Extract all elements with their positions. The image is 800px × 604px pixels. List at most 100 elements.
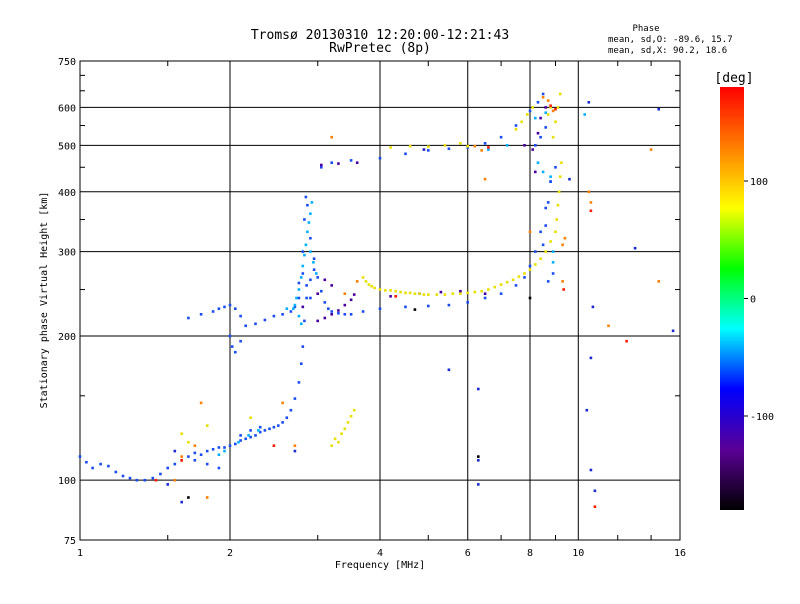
data-point xyxy=(239,434,242,437)
data-point xyxy=(671,329,675,333)
data-point xyxy=(551,272,555,275)
data-point xyxy=(399,290,402,294)
data-point xyxy=(361,276,365,279)
data-point xyxy=(523,272,526,275)
data-point xyxy=(180,432,183,435)
data-point xyxy=(281,313,284,316)
data-point xyxy=(281,401,284,405)
data-point xyxy=(327,307,330,310)
y-tick-label: 100 xyxy=(58,476,76,487)
data-point xyxy=(587,101,591,104)
y-tick-label: 75 xyxy=(64,536,76,547)
y-tick-label: 600 xyxy=(58,103,76,114)
data-point xyxy=(323,316,327,320)
data-point xyxy=(534,116,537,120)
data-point xyxy=(349,159,353,162)
data-point xyxy=(427,293,430,296)
data-point xyxy=(239,314,242,318)
data-point xyxy=(439,290,443,294)
data-point xyxy=(546,113,550,116)
data-point xyxy=(316,292,319,295)
data-point xyxy=(312,257,316,260)
data-point xyxy=(205,462,209,466)
data-point xyxy=(340,432,343,435)
data-point xyxy=(323,278,327,282)
data-point xyxy=(297,281,301,285)
data-point xyxy=(477,459,480,462)
data-point xyxy=(257,429,260,432)
data-point xyxy=(143,478,147,482)
data-point xyxy=(223,305,226,309)
data-point xyxy=(435,293,439,296)
data-point xyxy=(228,334,232,338)
data-point xyxy=(526,113,529,116)
data-point xyxy=(480,289,483,293)
data-point xyxy=(205,449,209,453)
data-point xyxy=(343,303,347,307)
data-point xyxy=(528,268,532,271)
data-point xyxy=(330,161,333,164)
data-point xyxy=(272,314,276,318)
data-point xyxy=(378,288,382,291)
data-point xyxy=(330,313,333,316)
data-point xyxy=(234,307,237,310)
data-point xyxy=(536,101,540,104)
data-point xyxy=(304,195,308,199)
y-tick-label: 200 xyxy=(58,332,76,343)
data-point xyxy=(473,290,477,294)
data-point xyxy=(560,161,563,164)
data-point xyxy=(223,446,226,449)
data-point xyxy=(293,305,297,309)
data-point xyxy=(587,190,591,194)
data-point xyxy=(316,276,319,279)
data-point xyxy=(539,257,542,260)
plot-area: 1 2 4 6 8 10 16 75 100 200 300 400 500 600 750 xyxy=(58,57,686,559)
data-point xyxy=(534,170,537,174)
data-point xyxy=(187,316,190,320)
data-point xyxy=(408,144,412,148)
data-point xyxy=(254,322,257,326)
data-point xyxy=(301,250,305,253)
data-point xyxy=(585,408,589,412)
data-point xyxy=(534,263,537,266)
data-point xyxy=(244,324,247,328)
data-point xyxy=(91,466,94,470)
data-point xyxy=(135,478,139,482)
data-point xyxy=(370,284,373,288)
colorbar-tick-label: -100 xyxy=(750,412,774,423)
data-point xyxy=(422,148,426,151)
data-point xyxy=(511,278,515,282)
data-point xyxy=(303,253,306,257)
data-point xyxy=(301,264,305,268)
data-point xyxy=(541,243,545,247)
data-point xyxy=(523,276,526,279)
data-point xyxy=(389,289,392,292)
data-point xyxy=(121,474,125,478)
data-point xyxy=(541,92,545,96)
data-point xyxy=(499,292,503,295)
data-point xyxy=(483,142,487,145)
data-point xyxy=(320,163,323,167)
data-point xyxy=(293,449,297,453)
data-point xyxy=(554,107,557,111)
x-axis-label: Frequency [MHz] xyxy=(335,560,425,571)
data-point xyxy=(546,201,550,204)
data-point xyxy=(523,144,526,147)
data-point xyxy=(306,203,309,207)
data-point xyxy=(561,280,564,283)
data-point xyxy=(551,250,555,253)
data-point xyxy=(263,318,267,322)
x-tick-label: 6 xyxy=(465,548,471,559)
data-point xyxy=(237,440,240,444)
data-point xyxy=(217,453,221,456)
data-point xyxy=(333,437,337,441)
data-point xyxy=(320,289,323,293)
data-point xyxy=(514,284,518,287)
data-point xyxy=(633,246,637,250)
data-point xyxy=(187,496,190,499)
data-point xyxy=(254,434,257,437)
data-point xyxy=(293,444,297,447)
x-tick-label: 10 xyxy=(572,548,584,559)
data-point xyxy=(199,401,203,405)
